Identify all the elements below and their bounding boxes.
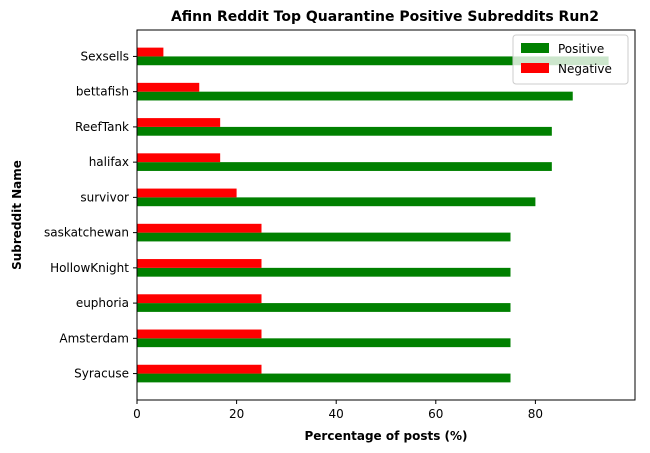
x-tick-label: 20 xyxy=(229,407,244,421)
bar-positive-amsterdam xyxy=(137,338,511,348)
y-tick-label: saskatchewan xyxy=(44,226,129,240)
y-tick-label: survivor xyxy=(80,190,129,204)
x-tick-label: 40 xyxy=(329,407,344,421)
bar-positive-sexsells xyxy=(137,56,609,66)
ticks-group: Syracuse Amsterdam euphoria HollowKnight sas… xyxy=(44,49,543,421)
bar-positive-syracuse xyxy=(137,373,511,383)
y-tick-label: HollowKnight xyxy=(50,261,129,275)
y-tick-label: bettafish xyxy=(76,85,129,99)
plot-frame xyxy=(136,29,636,401)
bar-negative-syracuse xyxy=(137,364,262,374)
bar-positive-hollowknight xyxy=(137,267,511,277)
x-tick-label: 0 xyxy=(133,407,141,421)
y-tick-label: Amsterdam xyxy=(59,331,129,345)
legend-swatch-negative xyxy=(521,63,549,73)
bar-positive-survivor xyxy=(137,197,536,207)
x-tick-label: 60 xyxy=(428,407,443,421)
legend-label-positive: Positive xyxy=(558,42,604,56)
y-axis-label: Subreddit Name xyxy=(10,160,24,270)
bar-negative-bettafish xyxy=(137,82,200,92)
legend-label-negative: Negative xyxy=(558,62,612,76)
bar-positive-halifax xyxy=(137,162,552,171)
y-tick-label: euphoria xyxy=(76,296,129,310)
bar-negative-halifax xyxy=(137,153,221,163)
bar-positive-reeftank xyxy=(137,126,552,136)
y-tick-label: halifax xyxy=(89,155,129,169)
chart-title: Afinn Reddit Top Quarantine Positive Sub… xyxy=(171,9,599,25)
bar-negative-amsterdam xyxy=(137,329,262,339)
y-tick-label: Sexsells xyxy=(81,49,129,63)
y-tick-label: Syracuse xyxy=(74,367,129,381)
bar-negative-euphoria xyxy=(137,294,262,304)
bar-negative-saskatchewan xyxy=(137,223,262,233)
bar-positive-saskatchewan xyxy=(137,232,511,242)
bar-negative-sexsells xyxy=(137,47,164,57)
x-axis-label: Percentage of posts (%) xyxy=(304,429,467,443)
bar-negative-hollowknight xyxy=(137,259,262,268)
legend: Positive Negative xyxy=(512,34,629,85)
bar-positive-bettafish xyxy=(137,91,573,101)
bar-negative-survivor xyxy=(137,188,237,198)
y-tick-label: ReefTank xyxy=(75,120,129,134)
bar-negative-reeftank xyxy=(137,118,221,127)
bars-group xyxy=(137,47,609,383)
legend-swatch-positive xyxy=(521,43,549,53)
bar-positive-euphoria xyxy=(137,303,511,312)
x-tick-label: 80 xyxy=(528,407,543,421)
